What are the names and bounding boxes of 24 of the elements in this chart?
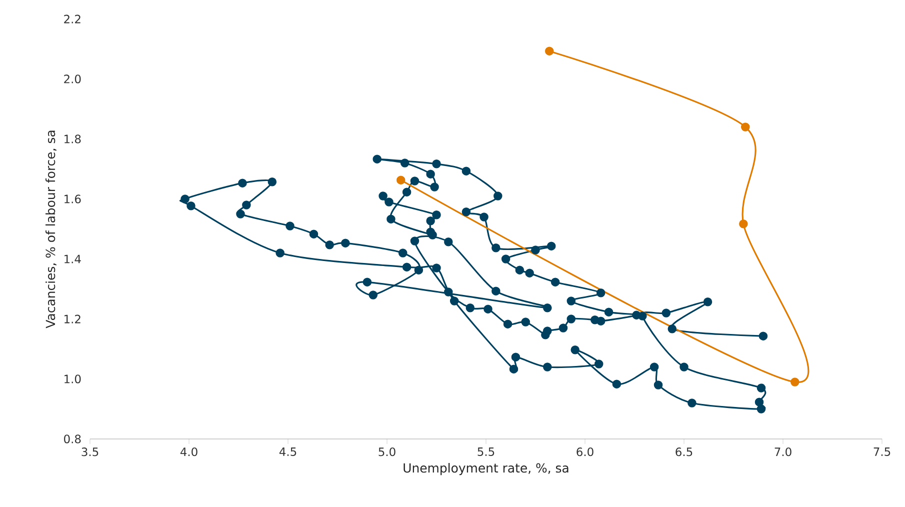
- point: [739, 220, 748, 228]
- x-tick-label: 6.0: [576, 448, 594, 456]
- x-tick-label: 5.0: [378, 448, 396, 456]
- y-tick-label: 2.2: [64, 14, 80, 24]
- y-tick-label: 0.8: [64, 434, 81, 444]
- y-tick-label: 1.4: [64, 254, 81, 264]
- x-tick-label: 4.5: [279, 448, 296, 456]
- y-tick-label: 1.6: [64, 194, 81, 204]
- y-tick-label: 1.8: [64, 134, 81, 144]
- x-axis-title: Unemployment rate, %, sa: [404, 463, 568, 476]
- x-tick-label: 3.5: [82, 448, 98, 456]
- point: [396, 176, 406, 184]
- x-tick-label: 7.0: [774, 448, 792, 456]
- y-axis-title: Vacancies, % of labour force, sa: [46, 130, 56, 328]
- point: [790, 378, 800, 386]
- point: [741, 122, 750, 132]
- y-tick-label: 1.2: [64, 314, 80, 324]
- y-tick-label: 1.0: [64, 374, 81, 384]
- x-tick-label: 4.0: [180, 448, 198, 456]
- point: [544, 46, 554, 56]
- x-tick-label: 7.5: [874, 448, 890, 456]
- x-tick-label: 6.5: [676, 448, 692, 456]
- x-tick-label: 5.5: [478, 448, 494, 456]
- y-tick-label: 2.0: [64, 74, 81, 84]
